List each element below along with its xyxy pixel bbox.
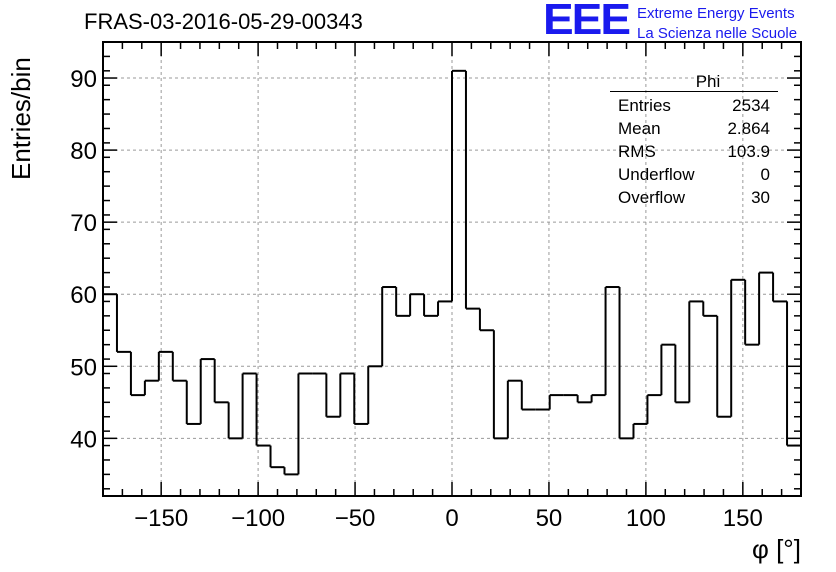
stats-value: 2534	[732, 96, 770, 115]
stats-value: 2.864	[727, 119, 770, 138]
stats-label: Mean	[618, 119, 661, 138]
y-tick-label: 70	[70, 210, 97, 237]
y-tick-label: 90	[70, 66, 97, 93]
x-axis-label: φ [°]	[752, 534, 801, 564]
run-title: FRAS-03-2016-05-29-00343	[84, 9, 363, 34]
stats-label: Entries	[618, 96, 671, 115]
eee-logo: EEE	[543, 0, 631, 44]
stats-label: Overflow	[618, 188, 686, 207]
x-tick-label: 150	[723, 505, 763, 532]
stats-label: RMS	[618, 142, 656, 161]
stats-row-mean: Mean 2.864	[610, 117, 778, 140]
stats-title: Phi	[610, 72, 778, 92]
x-tick-label: −50	[335, 505, 376, 532]
y-tick-label: 80	[70, 138, 97, 165]
y-tick-label: 40	[70, 426, 97, 453]
stats-value: 0	[760, 165, 770, 184]
stats-box: Phi Entries 2534 Mean 2.864 RMS 103.9 Un…	[610, 72, 778, 209]
stats-label: Underflow	[618, 165, 695, 184]
logo-caption: Extreme Energy Events La Scienza nelle S…	[637, 4, 797, 44]
x-tick-label: −150	[134, 505, 188, 532]
y-tick-label: 50	[70, 354, 97, 381]
logo-line-1: Extreme Energy Events	[637, 5, 795, 22]
y-tick-label: 60	[70, 282, 97, 309]
x-tick-label: 0	[445, 505, 458, 532]
x-tick-label: −100	[231, 505, 285, 532]
stats-value: 103.9	[727, 142, 770, 161]
logo-line-2: La Scienza nelle Scuole	[637, 25, 798, 42]
stats-row-entries: Entries 2534	[610, 94, 778, 117]
x-tick-label: 50	[536, 505, 563, 532]
stats-row-rms: RMS 103.9	[610, 140, 778, 163]
stats-value: 30	[751, 188, 770, 207]
stats-row-overflow: Overflow 30	[610, 186, 778, 209]
y-axis-label: Entries/bin	[6, 57, 36, 180]
x-tick-label: 100	[626, 505, 666, 532]
stats-row-underflow: Underflow 0	[610, 163, 778, 186]
